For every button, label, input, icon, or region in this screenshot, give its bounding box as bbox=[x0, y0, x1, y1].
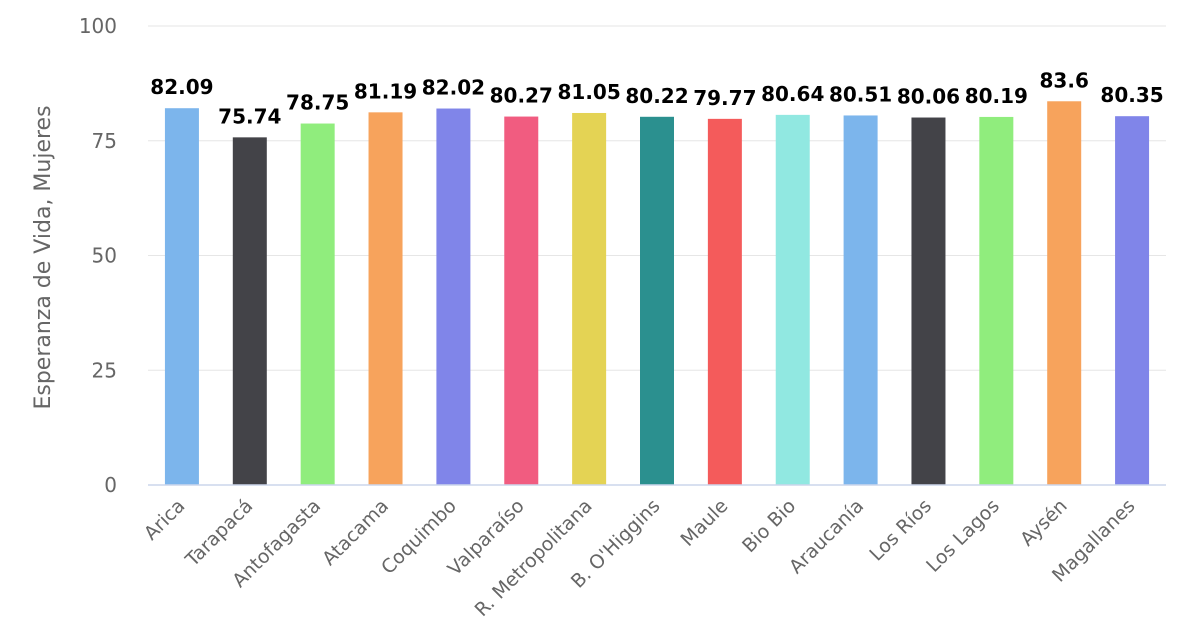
y-tick-label: 100 bbox=[79, 14, 117, 38]
bar-atacama[interactable] bbox=[368, 112, 403, 486]
x-tick-label: Arica bbox=[140, 495, 190, 545]
bar-los-r-os[interactable] bbox=[911, 117, 946, 485]
bar-maule[interactable] bbox=[707, 118, 742, 485]
bar-coquimbo[interactable] bbox=[436, 108, 471, 485]
data-label: 80.64 bbox=[761, 82, 824, 106]
y-tick-label: 25 bbox=[92, 358, 117, 382]
bar-antofagasta[interactable] bbox=[300, 123, 335, 485]
bar-b-o-higgins[interactable] bbox=[640, 116, 674, 486]
data-label: 80.35 bbox=[1100, 83, 1163, 107]
bar-r-metropolitana[interactable] bbox=[572, 112, 607, 485]
x-tick-label: Bio Bio bbox=[738, 495, 800, 557]
y-tick-label: 50 bbox=[92, 244, 117, 268]
x-tick-label: Los Lagos bbox=[922, 495, 1004, 577]
bar-ays-n[interactable] bbox=[1047, 101, 1082, 485]
x-tick-label: Los Ríos bbox=[865, 495, 936, 566]
data-label: 82.09 bbox=[150, 75, 213, 99]
data-label: 83.6 bbox=[1040, 68, 1089, 92]
bar-magallanes[interactable] bbox=[1115, 116, 1150, 486]
x-tick-label: R. Metropolitana bbox=[471, 495, 597, 621]
data-label: 78.75 bbox=[286, 91, 349, 115]
y-tick-label: 0 bbox=[104, 473, 117, 497]
data-label: 80.51 bbox=[829, 82, 892, 106]
y-axis-ticks: 0 25 50 75 100 bbox=[79, 14, 117, 497]
bar-tarapac-[interactable] bbox=[232, 137, 267, 485]
y-tick-label: 75 bbox=[92, 129, 117, 153]
x-tick-label: Aysén bbox=[1016, 495, 1072, 551]
data-label: 80.27 bbox=[490, 84, 553, 108]
data-label: 81.19 bbox=[354, 79, 417, 103]
bar-araucan-a[interactable] bbox=[843, 115, 878, 485]
bar-bio-bio[interactable] bbox=[775, 114, 810, 485]
data-label: 80.06 bbox=[897, 85, 960, 109]
bar-los-lagos[interactable] bbox=[979, 116, 1014, 485]
data-label: 81.05 bbox=[558, 80, 621, 104]
x-tick-label: Araucanía bbox=[785, 495, 868, 578]
data-label: 75.74 bbox=[218, 104, 281, 128]
x-axis-ticks: AricaTarapacáAntofagastaAtacamaCoquimboV… bbox=[140, 495, 1140, 621]
data-label: 79.77 bbox=[693, 86, 756, 110]
data-label: 80.22 bbox=[625, 84, 688, 108]
data-label: 80.19 bbox=[965, 84, 1028, 108]
y-axis-title: Esperanza de Vida, Mujeres bbox=[31, 105, 56, 409]
bar-arica[interactable] bbox=[164, 108, 199, 485]
x-tick-label: Maule bbox=[677, 495, 733, 551]
bar-valpara-so[interactable] bbox=[504, 116, 539, 485]
data-label: 82.02 bbox=[422, 76, 485, 100]
bars-layer bbox=[164, 101, 1150, 486]
